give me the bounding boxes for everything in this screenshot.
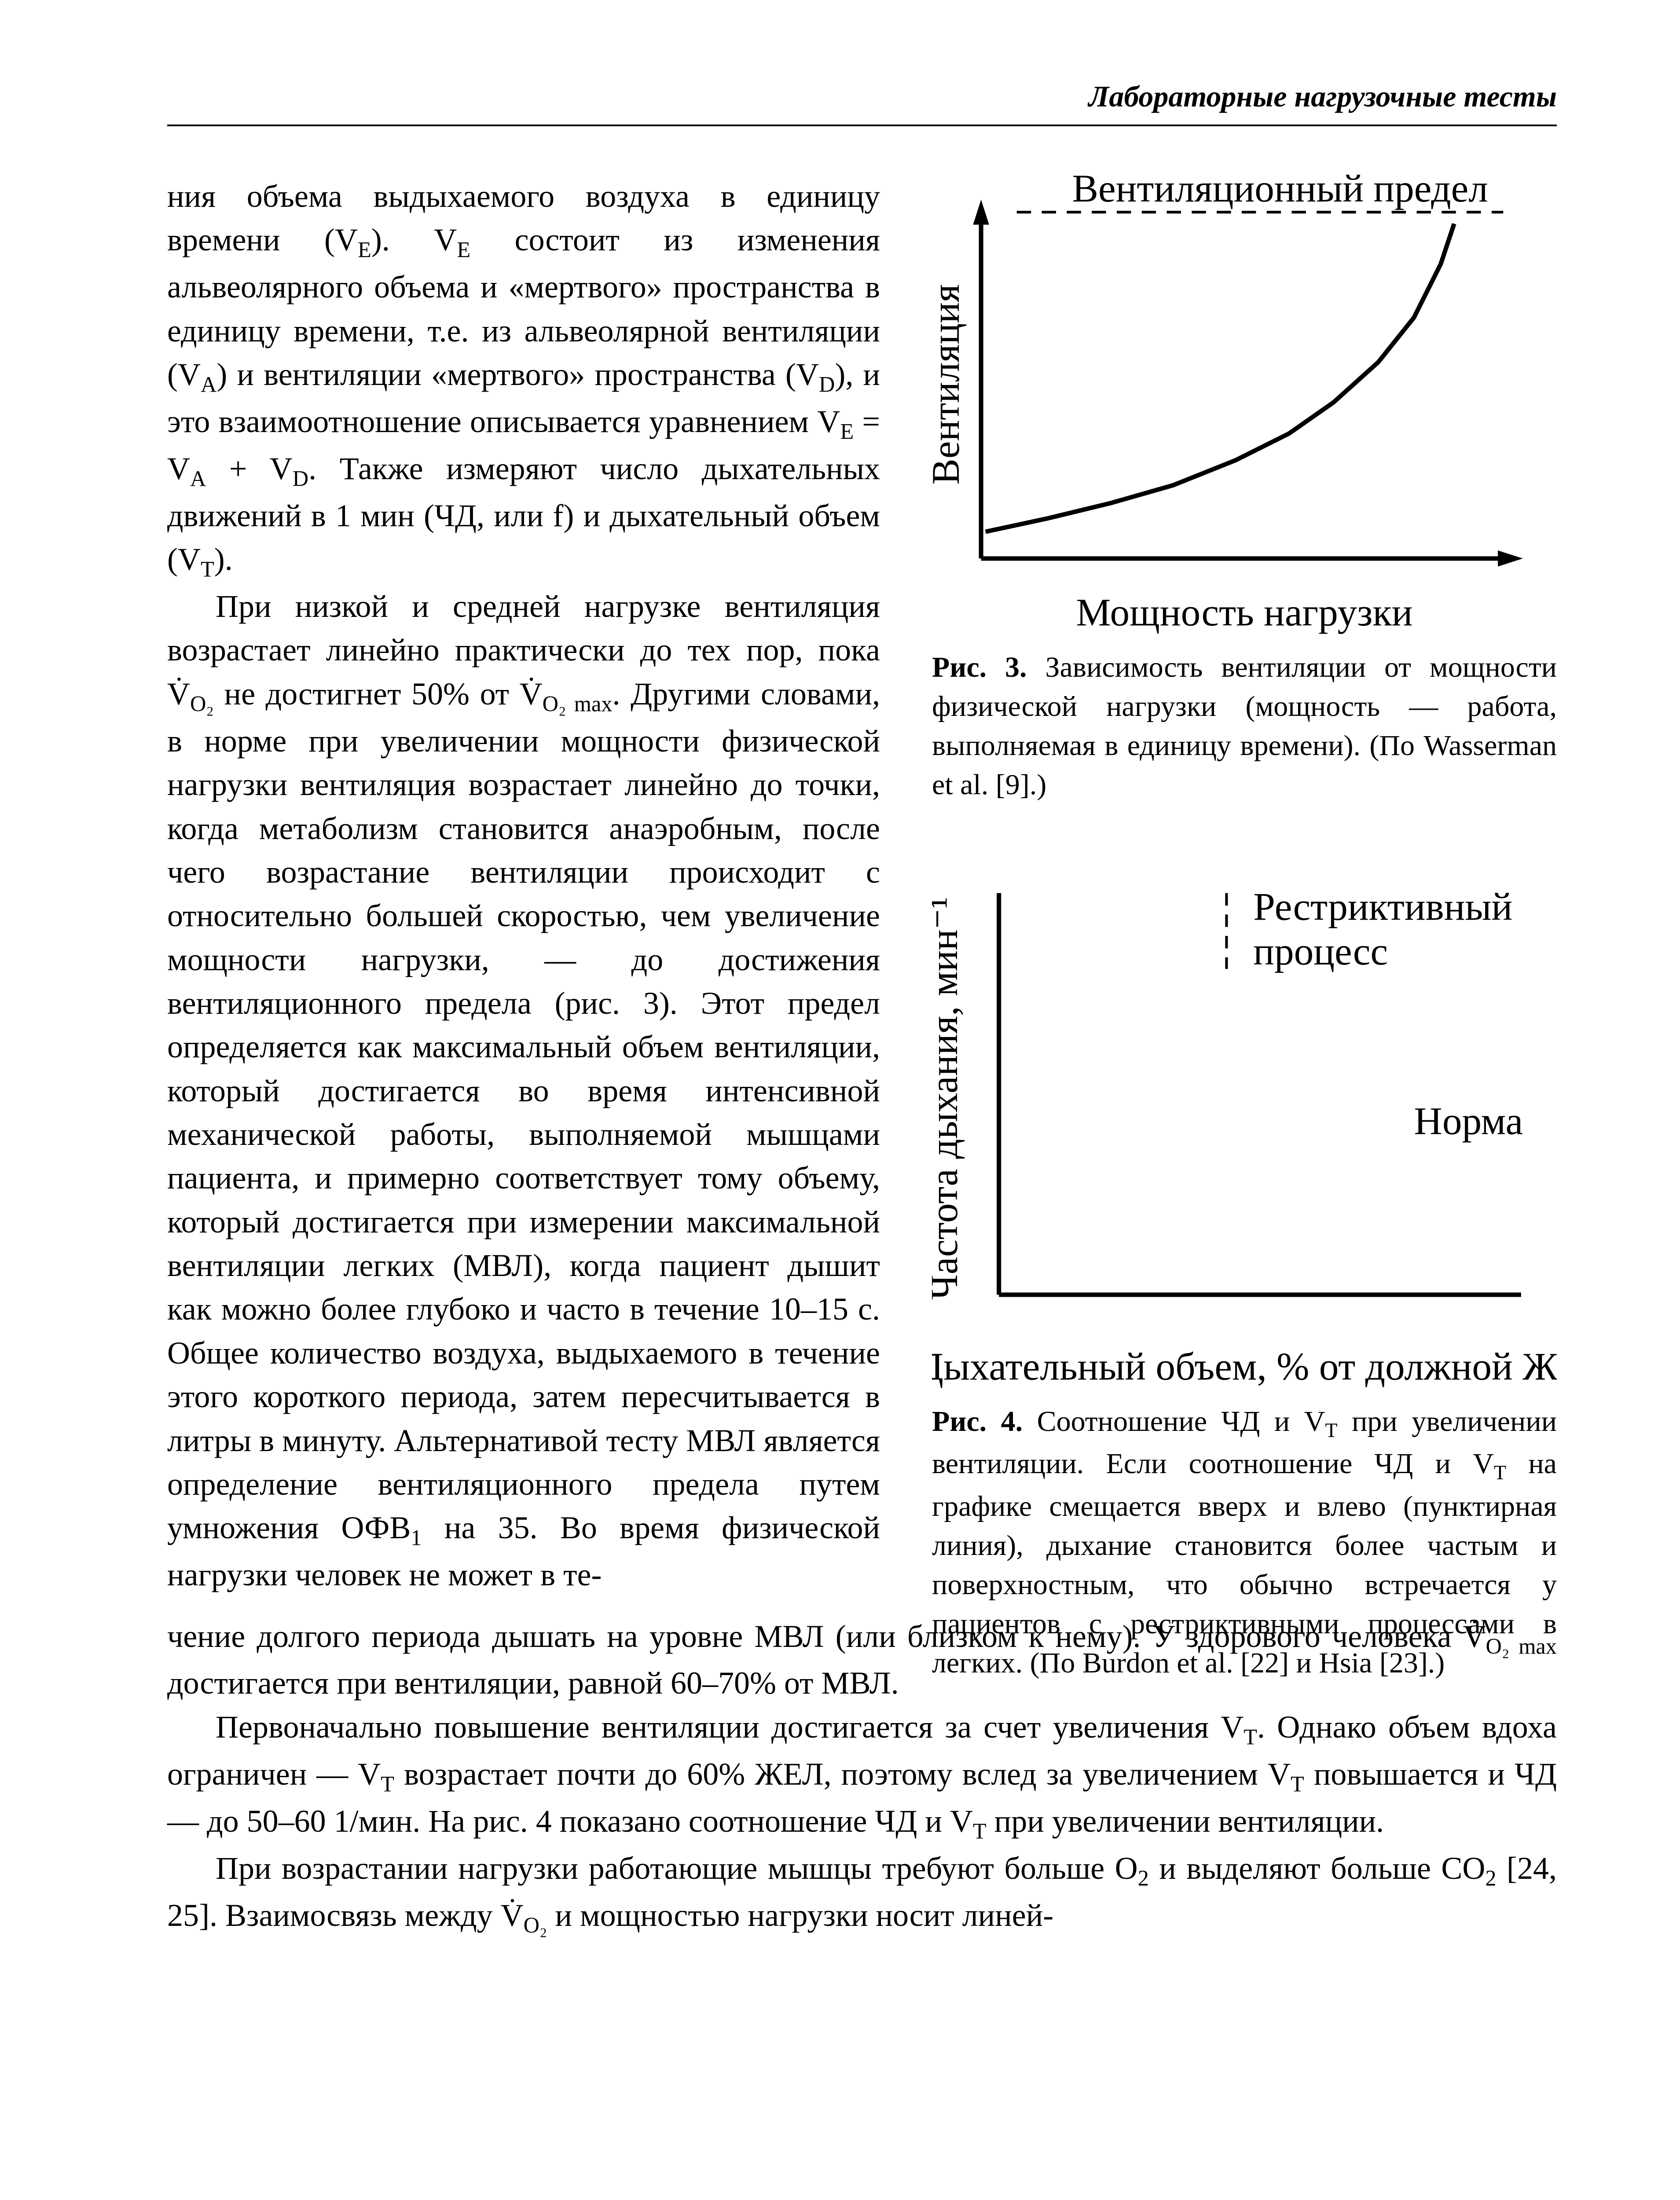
fig4-restrictive-label-2: процесс	[1253, 930, 1388, 973]
fig4-ylabel: Частота дыхания, мин⁻¹	[932, 897, 966, 1300]
page-header: Лабораторные нагрузочные тесты	[167, 79, 1557, 126]
paragraph-3: Первоначально повышение вентиляции дости…	[167, 1705, 1557, 1847]
fig3-curve	[986, 224, 1454, 532]
header-title: Лабораторные нагрузочные тесты	[1089, 80, 1557, 113]
fig3-caption: Рис. 3. Зависимость вентиляции от мощнос…	[932, 648, 1557, 804]
fig4-svg: Рестриктивный процесс Норма Частота дыха…	[932, 840, 1557, 1393]
paragraph-4: При возрастании нагрузки работающие мышц…	[167, 1847, 1557, 1941]
fig3-svg: Вентиляционный предел Вентиляция Мощност…	[932, 175, 1557, 639]
fig3-limit-label: Вентиляционный предел	[1072, 175, 1488, 210]
fig4-caption: Рис. 4. Соотношение ЧД и VT при увеличен…	[932, 1402, 1557, 1683]
fig3-xaxis-arrow	[1498, 550, 1523, 567]
fig3-plot: Вентиляционный предел Вентиляция Мощност…	[932, 175, 1523, 634]
fig3-yaxis-arrow	[973, 200, 989, 225]
fig4-restrictive-label-1: Рестриктивный	[1253, 885, 1512, 929]
fig4-norma-label: Норма	[1414, 1100, 1523, 1143]
fig4-xlabel: Дыхательный объем, % от должной ЖЕЛ	[932, 1345, 1557, 1388]
figure-3: Вентиляционный предел Вентиляция Мощност…	[932, 175, 1557, 804]
left-text-column: ния объема выдыхаемого воздуха в единицу…	[167, 175, 880, 1597]
figure-4: Рестриктивный процесс Норма Частота дыха…	[932, 840, 1557, 1683]
main-content: ния объема выдыхаемого воздуха в единицу…	[167, 175, 1557, 1941]
fig4-plot: Рестриктивный процесс Норма Частота дыха…	[932, 885, 1557, 1389]
paragraph-2: При низкой и средней нагрузке вентиляция…	[167, 585, 880, 1597]
fig3-xlabel: Мощность нагрузки	[1076, 590, 1412, 634]
right-figure-column: Вентиляционный предел Вентиляция Мощност…	[932, 175, 1557, 1718]
fig3-ylabel: Вентиляция	[932, 284, 968, 485]
paragraph-1: ния объема выдыхаемого воздуха в единицу…	[167, 175, 880, 585]
